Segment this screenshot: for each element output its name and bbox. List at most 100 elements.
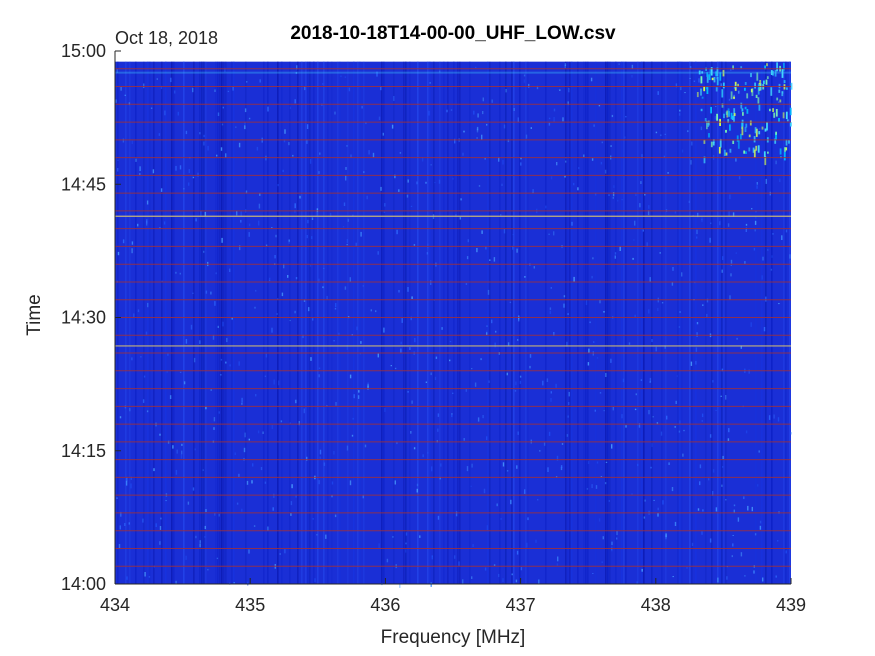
speckle [334, 514, 337, 518]
hot-speckle [706, 120, 708, 130]
speckle [199, 132, 201, 135]
speckle [220, 374, 222, 376]
speckle [274, 255, 276, 259]
speckle [512, 245, 514, 250]
frequency-stripe [215, 61, 217, 585]
speckle [725, 395, 727, 400]
hot-speckle [782, 112, 785, 119]
hot-speckle [704, 118, 707, 122]
speckle [728, 98, 731, 101]
speckle [400, 348, 402, 353]
speckle [566, 341, 568, 347]
speckle [276, 313, 278, 315]
speckle [245, 190, 248, 194]
frequency-stripe [459, 61, 461, 585]
speckle [318, 374, 320, 378]
hot-speckle [790, 82, 793, 90]
speckle [214, 89, 216, 92]
speckle [564, 63, 567, 67]
speckle [660, 134, 662, 137]
speckle [727, 438, 730, 441]
speckle [518, 317, 520, 322]
speckle [314, 578, 316, 582]
frequency-stripe [499, 61, 501, 585]
speckle [612, 197, 614, 199]
speckle [400, 341, 402, 345]
speckle [139, 173, 141, 176]
speckle [771, 255, 773, 258]
speckle [564, 64, 566, 69]
speckle [758, 127, 761, 130]
speckle [651, 443, 653, 447]
speckle [634, 314, 636, 318]
x-axis: 434 435 436 437 438 439 [100, 578, 806, 615]
speckle [640, 379, 643, 381]
speckle [535, 539, 537, 543]
speckle [674, 426, 676, 428]
speckle [307, 219, 309, 224]
speckle [117, 251, 120, 256]
hot-speckle [722, 82, 725, 89]
speckle [392, 536, 394, 538]
speckle [175, 271, 177, 274]
speckle [153, 468, 155, 472]
hot-speckle [765, 79, 768, 85]
speckle [565, 160, 567, 163]
hot-speckle [740, 102, 743, 109]
speckle [346, 239, 349, 243]
speckle [367, 383, 369, 388]
speckle [265, 353, 268, 358]
speckle [236, 502, 239, 505]
frequency-stripe [487, 61, 489, 585]
speckle [553, 231, 555, 236]
hot-speckle [781, 94, 784, 97]
speckle [169, 395, 172, 399]
speckle [514, 389, 517, 392]
frequency-stripe [525, 61, 527, 585]
hot-speckle [712, 141, 715, 146]
hot-speckle [700, 108, 703, 112]
speckle [709, 538, 712, 543]
hot-speckle [736, 135, 739, 142]
speckle [738, 90, 740, 94]
hot-speckle [745, 151, 747, 154]
speckle [486, 332, 488, 336]
speckle [462, 152, 464, 156]
speckle [474, 382, 477, 387]
speckle [205, 509, 207, 512]
frequency-stripe [711, 61, 713, 585]
speckle [578, 167, 580, 170]
speckle [236, 210, 238, 216]
speckle [622, 378, 625, 383]
speckle [172, 445, 174, 449]
frequency-stripe [679, 61, 681, 585]
speckle [604, 169, 607, 174]
hot-speckle [740, 66, 743, 69]
hot-speckle [723, 149, 726, 156]
speckle [200, 210, 202, 216]
hot-speckle [757, 97, 760, 104]
speckle [690, 160, 692, 165]
speckle [486, 436, 488, 441]
speckle [294, 99, 296, 104]
speckle [364, 444, 367, 448]
speckle [727, 223, 730, 227]
speckle [548, 233, 550, 235]
speckle [288, 241, 290, 244]
speckle [183, 188, 185, 190]
speckle [515, 381, 517, 386]
speckle [380, 186, 382, 191]
speckle [503, 228, 506, 234]
hot-speckle [774, 138, 777, 144]
speckle [203, 250, 205, 253]
speckle [651, 339, 653, 343]
speckle [347, 218, 349, 222]
speckle [762, 577, 764, 582]
speckle [777, 540, 779, 542]
top-band [115, 71, 791, 74]
hot-speckle [742, 112, 744, 116]
hot-speckle [723, 113, 725, 119]
hot-speckle [744, 87, 746, 91]
speckle [523, 74, 526, 77]
y-tick-label: 14:45 [61, 174, 106, 194]
